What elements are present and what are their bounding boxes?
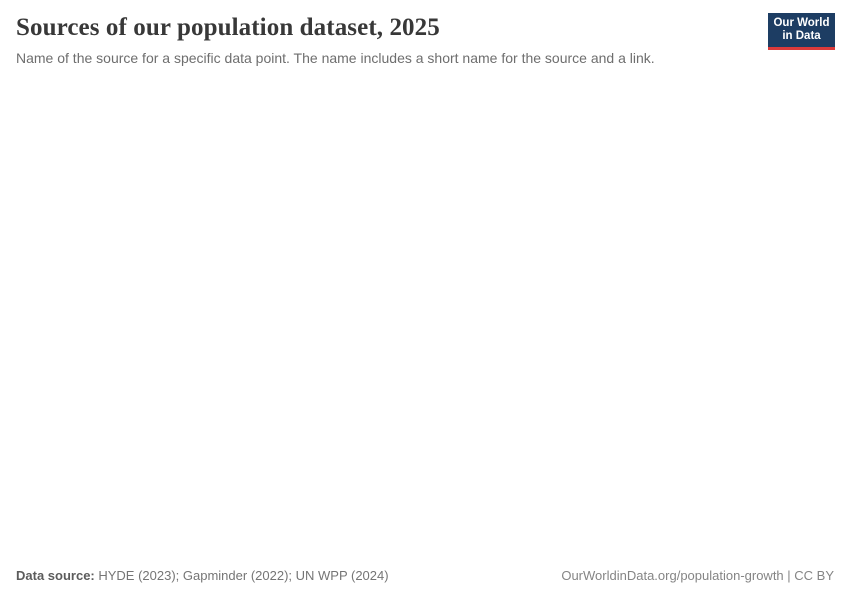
data-source-value: HYDE (2023); Gapminder (2022); UN WPP (2… xyxy=(94,568,389,583)
owid-logo-line2: in Data xyxy=(782,30,821,42)
owid-logo[interactable]: Our World in Data xyxy=(768,13,835,50)
header-text: Sources of our population dataset, 2025 … xyxy=(16,13,754,67)
attribution-link[interactable]: OurWorldinData.org/population-growth | C… xyxy=(561,568,834,583)
chart-subtitle: Name of the source for a specific data p… xyxy=(16,50,655,66)
chart-footer: Data source: HYDE (2023); Gapminder (202… xyxy=(0,568,850,600)
data-source-label: Data source: xyxy=(16,568,95,583)
chart-header: Sources of our population dataset, 2025 … xyxy=(0,0,850,67)
chart-area xyxy=(0,67,850,568)
owid-logo-line1: Our World xyxy=(773,17,830,29)
page-title: Sources of our population dataset, 2025 xyxy=(16,14,440,41)
data-source-line: Data source: HYDE (2023); Gapminder (202… xyxy=(16,568,389,583)
